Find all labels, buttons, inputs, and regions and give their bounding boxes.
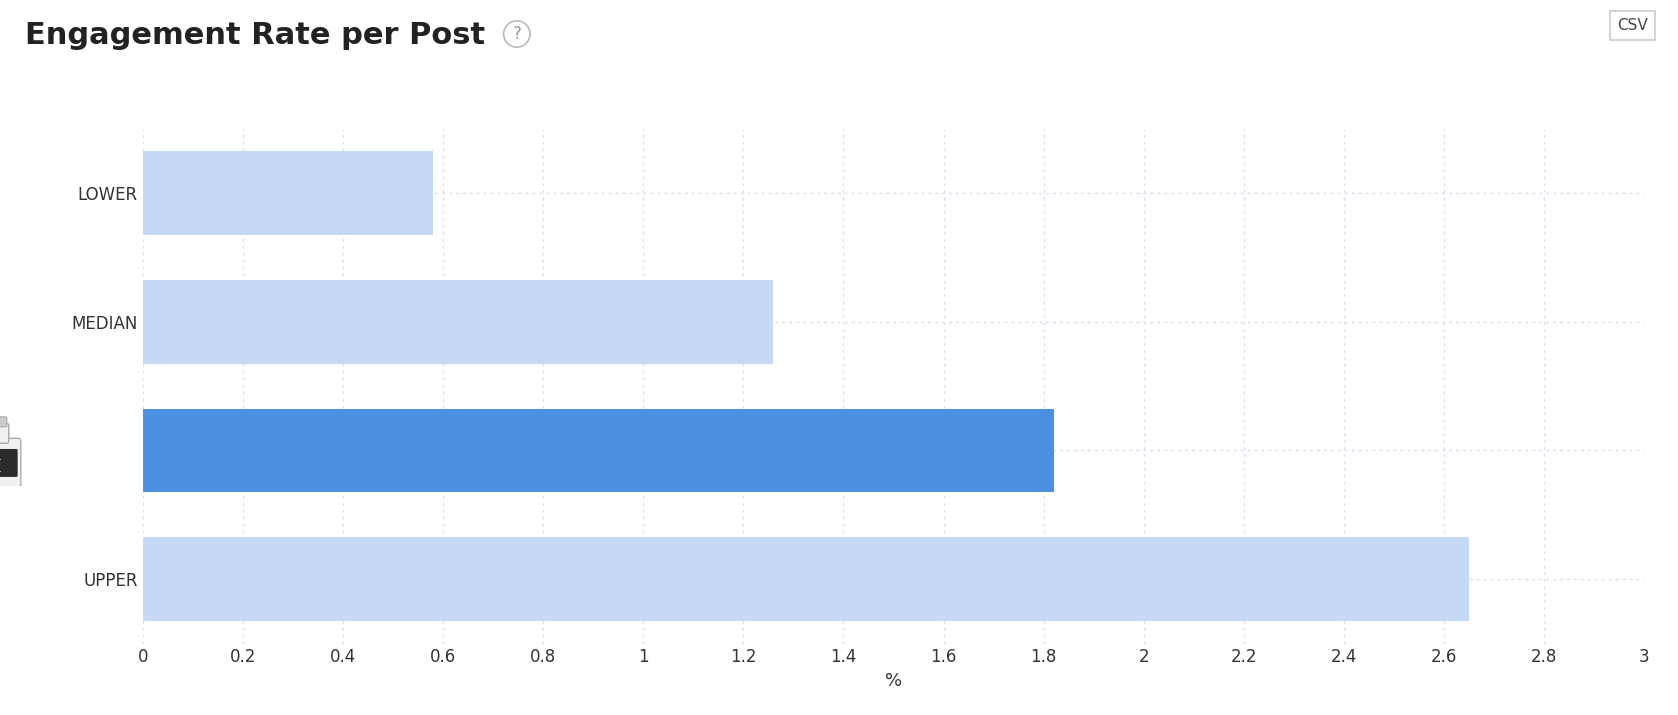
FancyBboxPatch shape [0,423,8,443]
Text: Engagement Rate per Post: Engagement Rate per Post [25,21,485,51]
Bar [143,538,1470,621]
FancyBboxPatch shape [0,438,20,487]
X-axis label: %: % [884,672,903,690]
Text: CSV: CSV [1618,18,1648,33]
Bar [143,152,433,235]
FancyBboxPatch shape [0,449,18,477]
FancyBboxPatch shape [0,417,7,427]
Text: ?: ? [512,25,522,43]
Bar [143,409,1054,492]
Bar [143,280,774,363]
